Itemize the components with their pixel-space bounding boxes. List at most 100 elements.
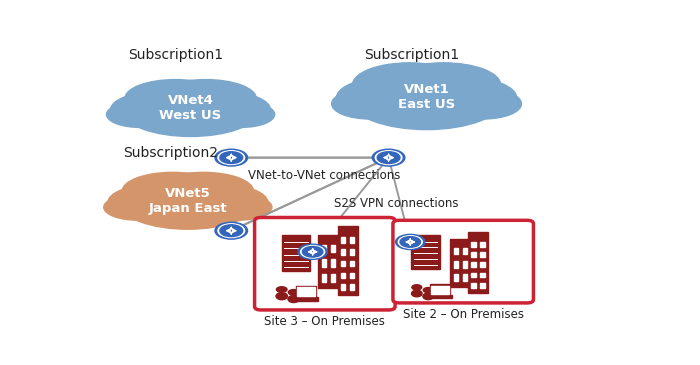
- Circle shape: [302, 246, 323, 257]
- Bar: [463, 261, 468, 268]
- Bar: [341, 284, 345, 290]
- Bar: [463, 248, 468, 254]
- Bar: [331, 274, 335, 282]
- Circle shape: [300, 246, 325, 258]
- Bar: [350, 261, 354, 266]
- Text: Subscription2: Subscription2: [122, 146, 218, 160]
- Ellipse shape: [412, 290, 422, 297]
- Bar: [350, 273, 354, 278]
- Bar: [431, 285, 449, 294]
- Bar: [471, 242, 475, 247]
- Bar: [480, 262, 484, 267]
- Text: VNet4
West US: VNet4 West US: [160, 95, 222, 122]
- Ellipse shape: [351, 70, 503, 130]
- Ellipse shape: [365, 95, 489, 127]
- Circle shape: [220, 152, 243, 164]
- Bar: [322, 274, 326, 282]
- Bar: [454, 274, 458, 281]
- Ellipse shape: [175, 185, 267, 220]
- Bar: [350, 284, 354, 290]
- Ellipse shape: [412, 77, 517, 119]
- Bar: [454, 248, 458, 254]
- Bar: [480, 242, 484, 247]
- Circle shape: [215, 222, 248, 239]
- Ellipse shape: [178, 92, 270, 127]
- Circle shape: [288, 289, 299, 295]
- Bar: [471, 252, 475, 257]
- Ellipse shape: [136, 107, 245, 134]
- Bar: [331, 245, 335, 252]
- Bar: [294, 297, 318, 301]
- Ellipse shape: [445, 89, 522, 119]
- Circle shape: [395, 234, 425, 250]
- Circle shape: [298, 244, 328, 260]
- Bar: [480, 283, 484, 288]
- Ellipse shape: [353, 63, 466, 107]
- Ellipse shape: [288, 295, 300, 303]
- Text: VNet-to-VNet connections: VNet-to-VNet connections: [248, 169, 400, 182]
- Text: Site 3 – On Premises: Site 3 – On Premises: [265, 315, 385, 328]
- Ellipse shape: [125, 80, 226, 117]
- Ellipse shape: [155, 80, 256, 117]
- Bar: [430, 284, 450, 295]
- Bar: [471, 273, 475, 277]
- Circle shape: [218, 151, 244, 165]
- Ellipse shape: [207, 101, 274, 127]
- Ellipse shape: [337, 77, 441, 119]
- Bar: [341, 249, 345, 255]
- Ellipse shape: [386, 63, 500, 107]
- Ellipse shape: [111, 92, 203, 127]
- Bar: [350, 238, 354, 243]
- Text: S2S VPN connections: S2S VPN connections: [335, 197, 458, 210]
- Circle shape: [398, 236, 422, 248]
- Bar: [322, 260, 326, 267]
- Circle shape: [218, 224, 244, 238]
- Circle shape: [424, 288, 433, 293]
- Ellipse shape: [204, 194, 272, 220]
- Bar: [282, 235, 311, 272]
- Circle shape: [276, 287, 287, 292]
- Circle shape: [400, 237, 421, 247]
- Text: Subscription1: Subscription1: [128, 48, 223, 62]
- Bar: [471, 283, 475, 288]
- Bar: [450, 239, 472, 287]
- Ellipse shape: [133, 200, 242, 227]
- Bar: [480, 273, 484, 277]
- Ellipse shape: [120, 179, 255, 229]
- Ellipse shape: [122, 172, 223, 210]
- Bar: [468, 232, 489, 292]
- Bar: [350, 249, 354, 255]
- Circle shape: [215, 149, 248, 166]
- Circle shape: [412, 285, 421, 290]
- Bar: [318, 235, 340, 288]
- Bar: [463, 274, 468, 281]
- Bar: [322, 245, 326, 252]
- Bar: [471, 262, 475, 267]
- Bar: [454, 261, 458, 268]
- FancyBboxPatch shape: [393, 220, 533, 303]
- Bar: [428, 295, 452, 298]
- Circle shape: [377, 152, 400, 164]
- Bar: [480, 252, 484, 257]
- Bar: [341, 261, 345, 266]
- Circle shape: [220, 225, 243, 237]
- Ellipse shape: [423, 293, 433, 300]
- Text: Site 2 – On Premises: Site 2 – On Premises: [402, 308, 524, 321]
- Bar: [341, 273, 345, 278]
- Bar: [331, 260, 335, 267]
- Circle shape: [372, 149, 405, 166]
- Ellipse shape: [108, 185, 200, 220]
- Bar: [296, 285, 316, 297]
- Ellipse shape: [153, 172, 253, 210]
- Ellipse shape: [123, 86, 258, 137]
- Ellipse shape: [276, 293, 288, 300]
- Bar: [337, 226, 358, 295]
- Text: Subscription1: Subscription1: [364, 48, 459, 62]
- Ellipse shape: [332, 89, 407, 119]
- Bar: [412, 235, 440, 269]
- FancyBboxPatch shape: [255, 218, 395, 310]
- Bar: [297, 287, 316, 296]
- Text: VNet1
East US: VNet1 East US: [398, 83, 455, 111]
- Circle shape: [375, 151, 402, 165]
- Ellipse shape: [104, 194, 171, 220]
